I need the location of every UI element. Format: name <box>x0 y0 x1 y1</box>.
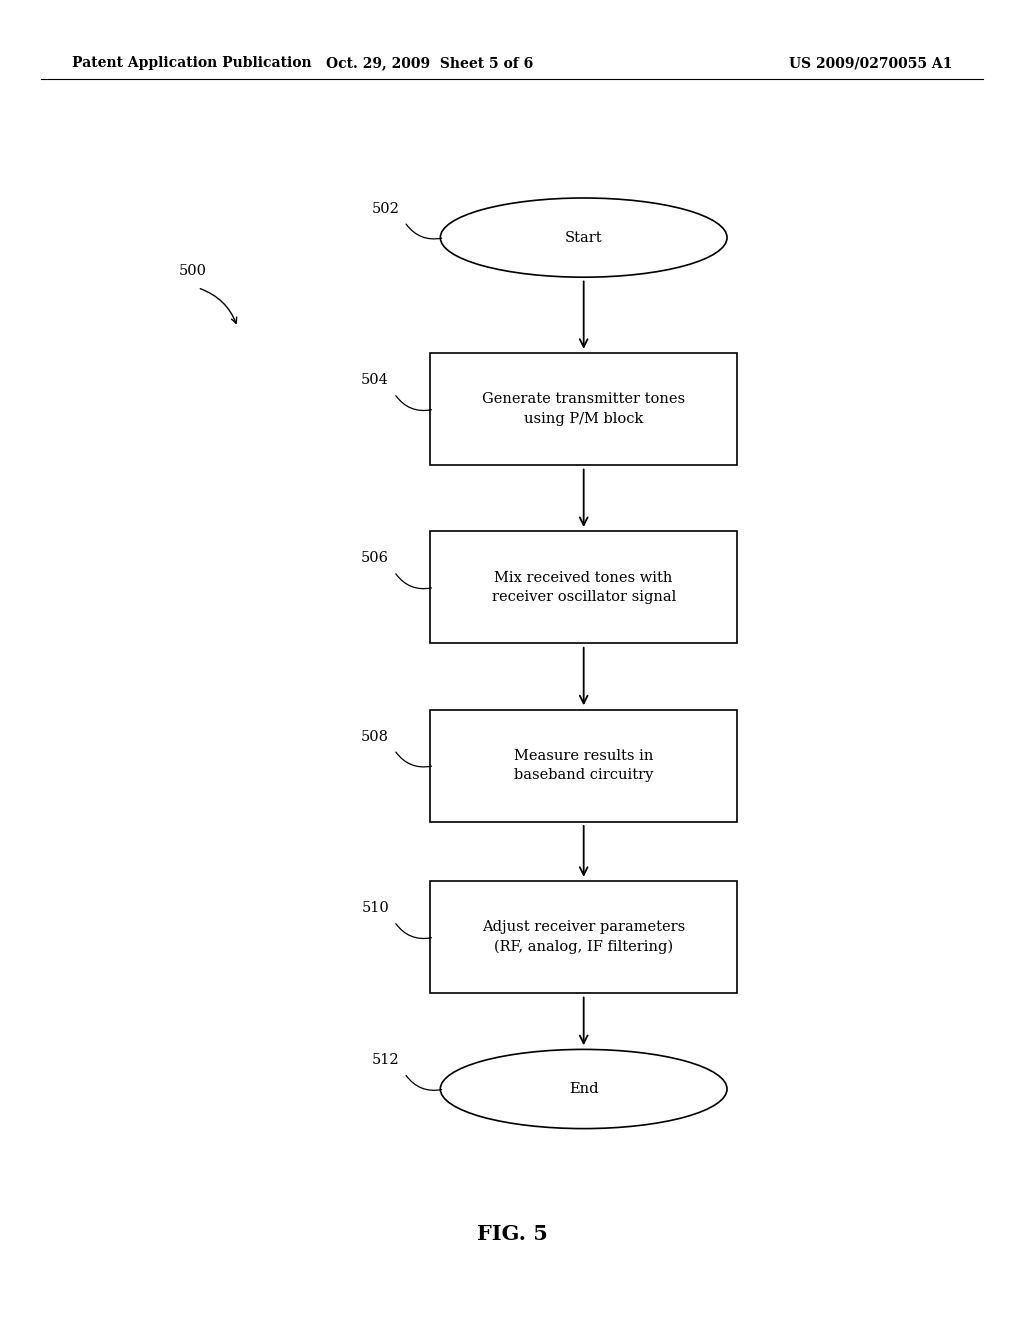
Text: Mix received tones with
receiver oscillator signal: Mix received tones with receiver oscilla… <box>492 570 676 605</box>
Text: 502: 502 <box>372 202 399 215</box>
Bar <box>430 882 737 993</box>
Ellipse shape <box>440 1049 727 1129</box>
Text: Adjust receiver parameters
(RF, analog, IF filtering): Adjust receiver parameters (RF, analog, … <box>482 920 685 954</box>
Bar <box>430 354 737 466</box>
Bar <box>430 531 737 643</box>
Text: Generate transmitter tones
using P/M block: Generate transmitter tones using P/M blo… <box>482 392 685 426</box>
Text: 510: 510 <box>361 902 389 915</box>
Text: 506: 506 <box>361 552 389 565</box>
Text: Start: Start <box>565 231 602 244</box>
Text: 508: 508 <box>361 730 389 743</box>
Text: End: End <box>569 1082 598 1096</box>
Text: 500: 500 <box>179 264 207 277</box>
Text: Patent Application Publication: Patent Application Publication <box>72 57 311 70</box>
Ellipse shape <box>440 198 727 277</box>
Text: Oct. 29, 2009  Sheet 5 of 6: Oct. 29, 2009 Sheet 5 of 6 <box>327 57 534 70</box>
Text: 512: 512 <box>372 1053 399 1067</box>
Text: US 2009/0270055 A1: US 2009/0270055 A1 <box>788 57 952 70</box>
Text: 504: 504 <box>361 374 389 387</box>
Bar <box>430 710 737 821</box>
Text: Measure results in
baseband circuitry: Measure results in baseband circuitry <box>514 748 653 783</box>
Text: FIG. 5: FIG. 5 <box>476 1224 548 1245</box>
